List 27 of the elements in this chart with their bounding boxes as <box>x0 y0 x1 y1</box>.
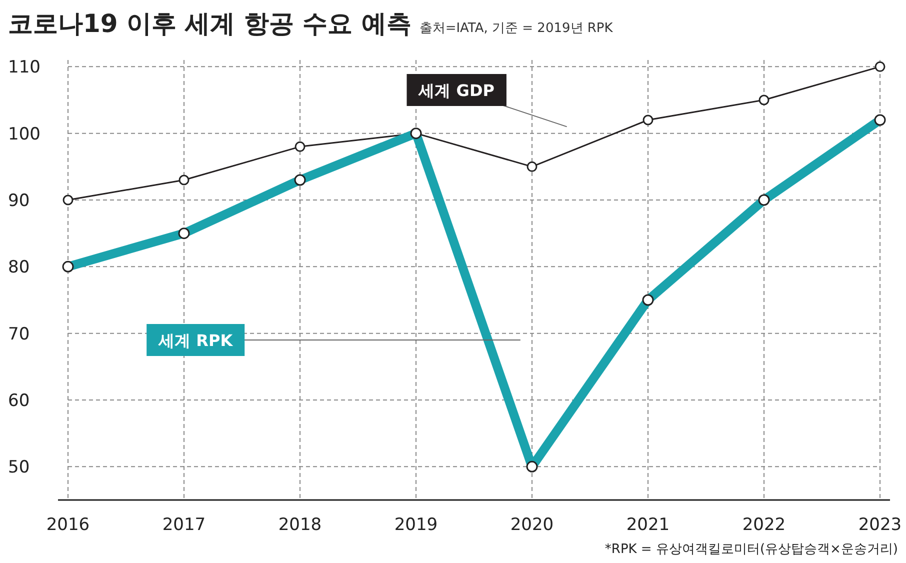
x-tick-label: 2016 <box>46 515 90 535</box>
chart-subtitle: 출처=IATA, 기준 = 2019년 RPK <box>419 21 614 36</box>
point <box>526 161 538 172</box>
point <box>642 114 654 126</box>
point <box>178 174 190 186</box>
y-tick-label: 80 <box>8 258 30 278</box>
x-tick-label: 2019 <box>394 515 438 535</box>
point <box>62 194 74 206</box>
y-tick-label: 60 <box>8 391 30 411</box>
x-tick-label: 2023 <box>858 515 902 535</box>
chart-title: 코로나19 이후 세계 항공 수요 예측 <box>8 9 412 38</box>
point <box>294 141 306 152</box>
y-tick-label: 50 <box>8 458 30 478</box>
point <box>758 94 770 106</box>
text: 세계 RPK <box>158 331 234 350</box>
y-tick-label: 90 <box>8 191 30 211</box>
x-tick-label: 2017 <box>162 515 206 535</box>
x-tick-label: 2018 <box>278 515 322 535</box>
series-label: 세계 GDP <box>418 81 495 100</box>
text: *RPK = 유상여객킬로미터(유상탑승객×운송거리) <box>604 542 898 557</box>
point <box>874 61 886 72</box>
y-tick-label: 70 <box>8 324 30 344</box>
x-tick-label: 2022 <box>742 515 786 535</box>
y-tick-label: 110 <box>8 58 40 78</box>
y-tick-label: 100 <box>8 124 40 144</box>
x-tick-label: 2020 <box>510 515 554 535</box>
x-tick-label: 2021 <box>626 515 670 535</box>
